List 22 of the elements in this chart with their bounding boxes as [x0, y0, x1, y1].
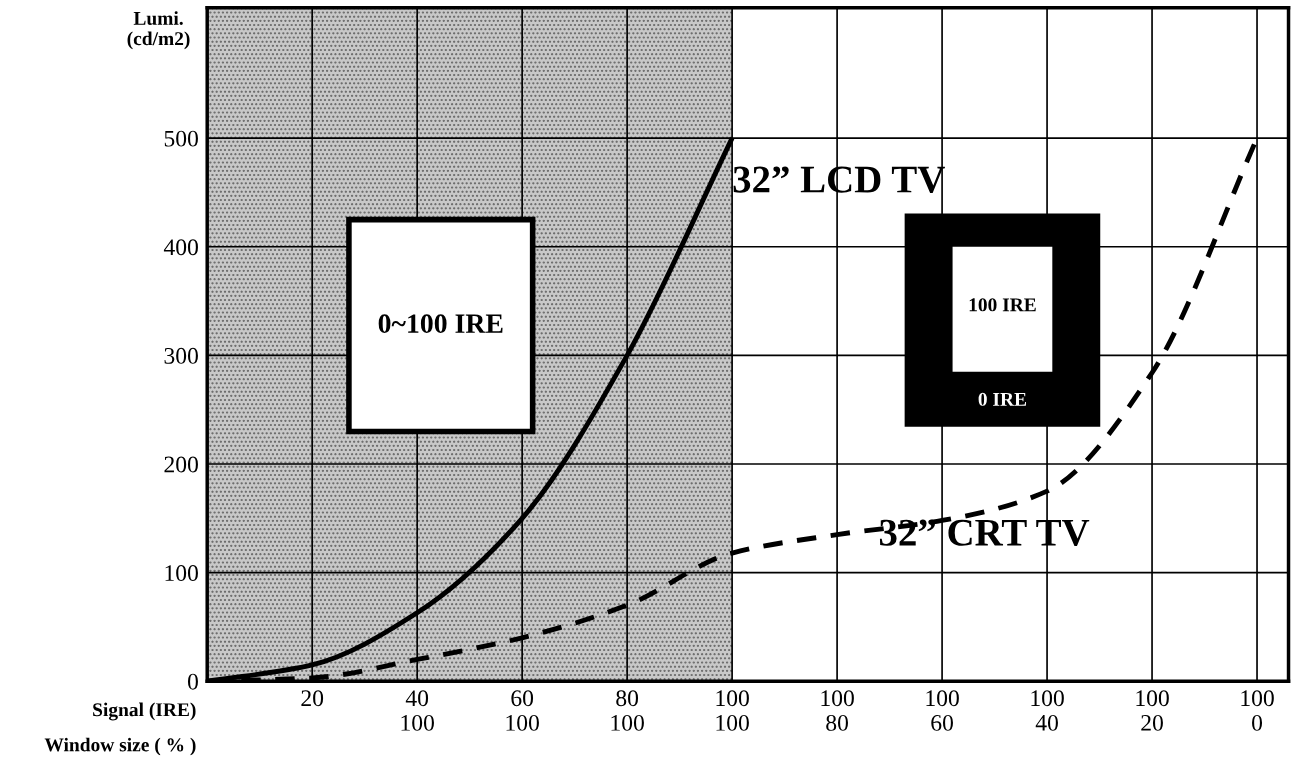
x-tick-label: 100 40: [1031, 690, 1064, 731]
x-tick-label: 100 20: [1136, 690, 1169, 731]
x-tick-label: 60 100: [506, 690, 539, 731]
y-tick-label: 300: [164, 347, 198, 364]
annotation: 0~100 IRE: [378, 314, 503, 334]
x-tick-label: 100 60: [926, 690, 959, 731]
annotation: 0 IRE: [978, 392, 1027, 406]
y-tick-label: 0: [187, 673, 198, 690]
y-axis-title: Lumi. (cd/m2): [127, 11, 190, 50]
x-tick-label: 20: [301, 690, 324, 707]
x-tick-label: 100 0: [1241, 690, 1274, 731]
x-tick-label: 100 80: [821, 690, 854, 731]
text: Window size ( % ): [44, 737, 196, 756]
y-tick-label: 200: [164, 456, 198, 473]
y-tick-label: 500: [164, 130, 198, 147]
annotation: 100 IRE: [969, 298, 1036, 312]
x-tick-label: 40 100: [401, 690, 434, 731]
y-tick-label: 100: [165, 565, 198, 582]
x-tick-label: 80 100: [611, 690, 644, 731]
text: Signal (IRE): [93, 702, 196, 721]
y-tick-label: 400: [163, 239, 198, 256]
x-tick-label: 100 100: [716, 690, 749, 731]
